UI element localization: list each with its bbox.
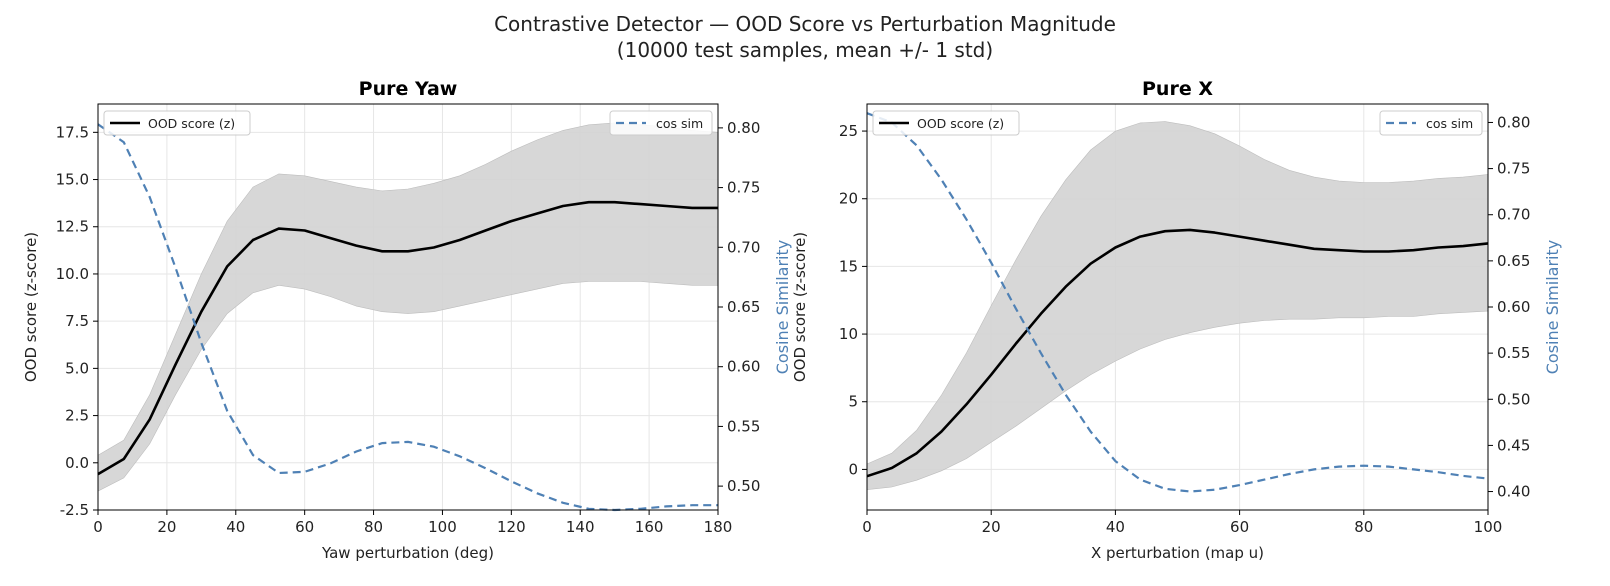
x-tick-label: 140: [566, 518, 595, 536]
legend-box: [1379, 110, 1483, 136]
x-tick-label: 40: [1106, 518, 1125, 536]
legend-label-ood: OOD score (z): [917, 116, 1004, 131]
y2-tick-label: 0.60: [1497, 298, 1530, 316]
chart-panel-2: 0 20 40 60 80 100 0 5 10 15 20 25 0.40 0.45 0.50 0.55 0.…: [791, 78, 1562, 562]
x-tick-label: 60: [1230, 518, 1249, 536]
y2-tick-label: 0.60: [727, 358, 760, 376]
y-tick-label: 0: [848, 460, 858, 478]
y2-tick-label: 0.70: [1497, 206, 1530, 224]
x-tick-label: 0: [93, 518, 103, 536]
x-tick-label: 120: [497, 518, 526, 536]
std-band: [97, 122, 719, 492]
std-band: [866, 121, 1489, 491]
panel-title: Pure X: [1142, 78, 1213, 100]
y-tick-label: 0.0: [65, 454, 89, 472]
y-tick-label: 12.5: [56, 218, 89, 236]
y2-tick-label: 0.55: [727, 417, 760, 435]
x-tick-label: 60: [295, 518, 314, 536]
y-tick-label: 10.0: [56, 265, 89, 283]
panel-title: Pure Yaw: [359, 78, 458, 100]
x-tick-label: 180: [704, 518, 733, 536]
y-tick-label: 17.5: [56, 123, 89, 141]
legend-box: [103, 110, 251, 136]
legend-ood: OOD score (z): [872, 110, 1020, 136]
y2-axis-label: Cosine Similarity: [1543, 240, 1562, 374]
y2-tick-label: 0.70: [727, 238, 760, 256]
x-tick-label: 0: [862, 518, 872, 536]
y2-tick-label: 0.80: [1497, 113, 1530, 131]
y2-tick-label: 0.65: [1497, 252, 1530, 270]
y-tick-label: 10: [839, 325, 858, 343]
y-tick-label: 5: [848, 393, 858, 411]
x-axis-label: X perturbation (map u): [1091, 544, 1264, 562]
y2-tick-label: 0.65: [727, 298, 760, 316]
y2-tick-label: 0.45: [1497, 436, 1530, 454]
legend-ood: OOD score (z): [103, 110, 251, 136]
x-tick-label: 20: [157, 518, 176, 536]
x-tick-label: 80: [364, 518, 383, 536]
ood-score-line: [866, 228, 1489, 478]
x-axis-label: Yaw perturbation (deg): [321, 544, 494, 562]
legend-label-cos: cos sim: [656, 116, 703, 131]
chart-panel-1: 0 20 40 60 80 100 120 140 160 180 -2.5 0.0 2.5 5.0 7.5…: [22, 78, 792, 562]
legend-cos: cos sim: [1379, 110, 1483, 136]
y2-tick-label: 0.80: [727, 119, 760, 137]
x-tick-label: 20: [982, 518, 1001, 536]
y2-tick-label: 0.75: [1497, 160, 1530, 178]
legend-box: [872, 110, 1020, 136]
y-axis-label: OOD score (z-score): [22, 232, 40, 382]
y-axis-label: OOD score (z-score): [791, 232, 809, 382]
x-tick-label: 80: [1354, 518, 1373, 536]
y-tick-label: 25: [839, 122, 858, 140]
y2-tick-label: 0.55: [1497, 344, 1530, 362]
x-tick-label: 100: [1474, 518, 1503, 536]
x-tick-label: 40: [226, 518, 245, 536]
y2-tick-label: 0.50: [727, 477, 760, 495]
y2-tick-label: 0.75: [727, 179, 760, 197]
figure-title-line1: Contrastive Detector — OOD Score vs Pert…: [494, 12, 1116, 36]
x-tick-label: 160: [635, 518, 664, 536]
ood-score-line: [97, 200, 718, 476]
legend-label-cos: cos sim: [1426, 116, 1473, 131]
legend-cos: cos sim: [609, 110, 713, 136]
figure-title-line2: (10000 test samples, mean +/- 1 std): [616, 38, 994, 62]
x-tick-label: 100: [428, 518, 457, 536]
y-tick-label: 20: [839, 190, 858, 208]
y-tick-label: 5.0: [65, 359, 89, 377]
y-tick-label: -2.5: [60, 501, 89, 519]
y-tick-label: 7.5: [65, 312, 89, 330]
cos-sim-line: [866, 112, 1489, 493]
y-tick-label: 2.5: [65, 407, 89, 425]
y2-axis-label: Cosine Similarity: [773, 240, 792, 374]
legend-box: [609, 110, 713, 136]
y2-tick-label: 0.50: [1497, 390, 1530, 408]
y2-tick-label: 0.40: [1497, 483, 1530, 501]
legend-label-ood: OOD score (z): [148, 116, 235, 131]
y-tick-label: 15.0: [56, 171, 89, 189]
y-tick-label: 15: [839, 257, 858, 275]
